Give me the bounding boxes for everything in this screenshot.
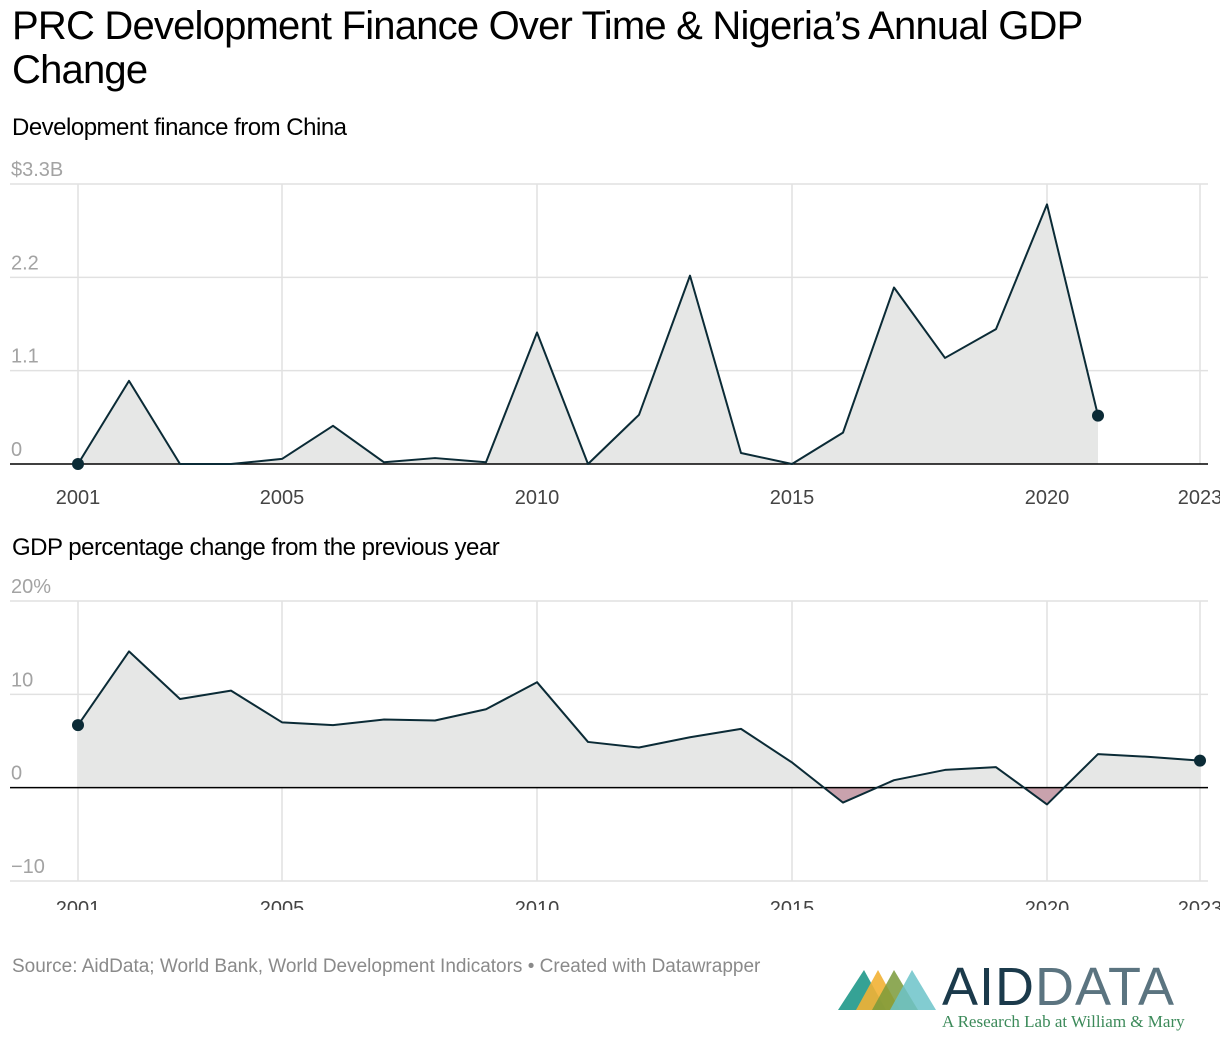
data-point [994, 765, 998, 769]
data-point [841, 801, 845, 805]
data-point [433, 718, 437, 722]
y-tick-label: $3.3B [11, 159, 63, 181]
x-tick-label: 2005 [260, 487, 305, 509]
data-point [178, 697, 182, 701]
x-tick-label: 2010 [515, 898, 560, 910]
x-tick-label: 2005 [260, 898, 305, 910]
data-point [1096, 752, 1100, 756]
highlight-point [1092, 409, 1104, 422]
y-tick-label: 0 [11, 439, 22, 461]
data-point [892, 778, 896, 782]
logo-tagline: A Research Lab at William & Mary [942, 1012, 1185, 1031]
x-tick-label: 2010 [515, 487, 560, 509]
series-area-positive [78, 651, 1200, 788]
data-point [1045, 202, 1049, 206]
logo-wordmark: AIDDATA [942, 956, 1175, 1018]
data-point [484, 707, 488, 711]
y-tick-label: 20% [11, 576, 51, 598]
data-point [1147, 755, 1151, 759]
chart-title-development-finance: Development finance from China [12, 114, 347, 141]
aiddata-mountains-icon [838, 970, 936, 1010]
data-point [688, 274, 692, 278]
data-point [484, 460, 488, 464]
data-point [382, 460, 386, 464]
data-point [994, 327, 998, 331]
series-line [77, 650, 1201, 806]
data-point [943, 768, 947, 772]
data-point [280, 457, 284, 461]
data-point [892, 286, 896, 290]
data-point [586, 740, 590, 744]
y-tick-label: 0 [11, 763, 22, 785]
x-tick-label: 2001 [56, 487, 101, 509]
x-tick-label: 2020 [1025, 487, 1070, 509]
gdp-change-chart: −10 0 10 20% 2001 2005 2010 2015 2020 2023 [10, 576, 1220, 910]
data-point [637, 746, 641, 750]
data-point [433, 456, 437, 460]
data-point [790, 462, 794, 466]
source-note: Source: AidData; World Bank, World Devel… [12, 956, 761, 977]
data-point [127, 379, 131, 383]
x-tick-label: 2023 [1178, 898, 1220, 910]
data-point [739, 727, 743, 731]
data-point [688, 735, 692, 739]
data-point [280, 720, 284, 724]
series-line [77, 203, 1099, 465]
logo-word-aid: AID [942, 957, 1036, 1017]
y-tick-label: 2.2 [11, 252, 39, 274]
data-point [1045, 802, 1049, 806]
y-tick-label: −10 [11, 856, 45, 878]
data-point [331, 723, 335, 727]
data-point [331, 424, 335, 428]
chart-title-gdp-change: GDP percentage change from the previous … [12, 534, 500, 561]
data-point [943, 356, 947, 360]
data-point [229, 689, 233, 693]
y-tick-label: 1.1 [11, 346, 39, 368]
data-point [586, 462, 590, 466]
data-point [229, 462, 233, 466]
aiddata-logo[interactable]: AIDDATA A Research Lab at William & Mary [838, 957, 1208, 1036]
data-point [535, 330, 539, 334]
development-finance-chart: 0 1.1 2.2 $3.3B 2001 2005 2010 2015 2020 2023 [10, 159, 1220, 509]
data-point [382, 718, 386, 722]
data-point [178, 462, 182, 466]
x-tick-label: 2001 [56, 898, 101, 910]
highlight-point [1194, 754, 1206, 767]
highlight-point [72, 458, 84, 470]
logo-word-data: DATA [1035, 957, 1176, 1017]
y-tick-label: 10 [11, 669, 33, 691]
data-point [739, 451, 743, 455]
data-point [790, 760, 794, 764]
data-point [127, 649, 131, 653]
data-point [637, 413, 641, 417]
highlight-point [72, 719, 84, 732]
data-point [841, 431, 845, 435]
page-title: PRC Development Finance Over Time & Nige… [12, 4, 1083, 92]
data-point [535, 680, 539, 684]
x-tick-label: 2020 [1025, 898, 1070, 910]
x-tick-label: 2015 [770, 898, 815, 910]
series-area-positive [78, 204, 1098, 464]
x-tick-label: 2015 [770, 487, 815, 509]
x-tick-label: 2023 [1178, 487, 1220, 509]
